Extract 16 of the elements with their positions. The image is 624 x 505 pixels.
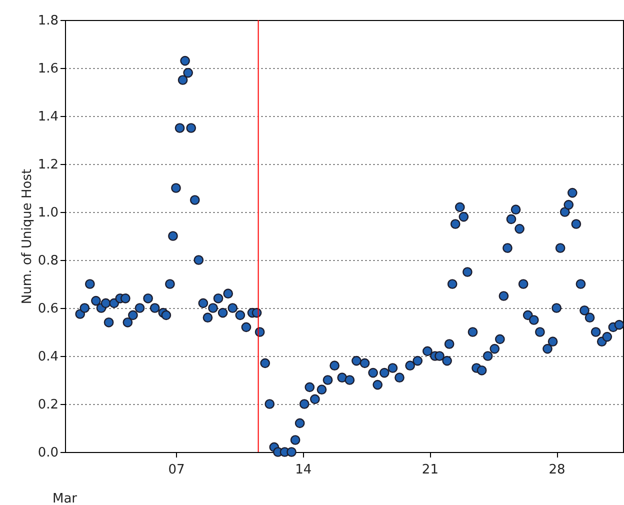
y-tick-label: 1.0 [38, 206, 58, 220]
y-tick-label: 1.8 [38, 14, 58, 28]
y-tick-label: 1.6 [38, 62, 58, 76]
x-tick-label: 07 [168, 462, 185, 478]
x-tick-label: 21 [422, 462, 438, 478]
y-tick-label: 0.2 [38, 398, 58, 412]
x-tick-label: 14 [295, 462, 312, 478]
y-tick-label: 0.8 [38, 254, 58, 268]
y-tick-label: 1.4 [38, 110, 58, 124]
y-tick-label: 0.6 [38, 302, 58, 316]
x-axis-title: Mar [52, 492, 78, 505]
y-tick-label: 0.4 [38, 350, 58, 364]
y-tick-label: 0.0 [38, 446, 58, 460]
y-tick-label: 1.2 [38, 158, 58, 172]
y-axis-title: Num. of Unique Host [20, 168, 35, 304]
x-tick-label: 28 [548, 462, 566, 478]
